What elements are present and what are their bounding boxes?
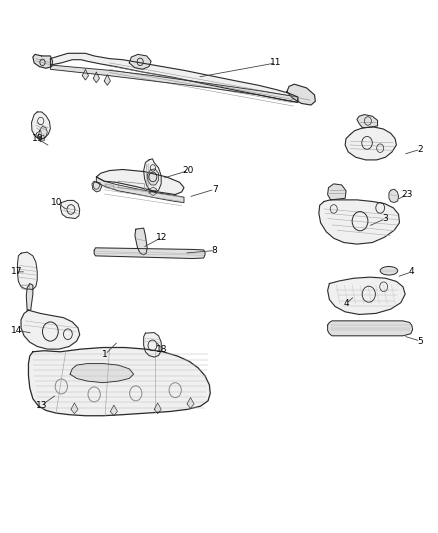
Text: 12: 12 bbox=[156, 233, 168, 241]
Text: 11: 11 bbox=[270, 59, 282, 67]
Text: 19: 19 bbox=[32, 134, 43, 143]
Polygon shape bbox=[328, 277, 405, 314]
Polygon shape bbox=[50, 53, 298, 102]
Polygon shape bbox=[104, 75, 110, 85]
Polygon shape bbox=[28, 348, 210, 416]
Polygon shape bbox=[345, 127, 396, 160]
Text: 1: 1 bbox=[102, 350, 108, 359]
Text: 7: 7 bbox=[212, 185, 218, 193]
Text: 23: 23 bbox=[402, 190, 413, 199]
Text: 8: 8 bbox=[212, 246, 218, 255]
Text: 18: 18 bbox=[156, 345, 168, 353]
Polygon shape bbox=[319, 200, 399, 244]
Polygon shape bbox=[135, 228, 147, 255]
Text: 13: 13 bbox=[36, 401, 47, 409]
Polygon shape bbox=[26, 284, 33, 310]
Polygon shape bbox=[39, 135, 45, 142]
Polygon shape bbox=[82, 69, 88, 80]
Polygon shape bbox=[39, 126, 47, 139]
Text: 4: 4 bbox=[409, 268, 414, 276]
Polygon shape bbox=[129, 54, 151, 69]
Text: 17: 17 bbox=[11, 268, 22, 276]
Polygon shape bbox=[93, 72, 99, 83]
Text: 3: 3 bbox=[382, 214, 389, 223]
Polygon shape bbox=[21, 310, 80, 349]
Polygon shape bbox=[70, 364, 134, 383]
Polygon shape bbox=[147, 169, 159, 185]
Polygon shape bbox=[154, 403, 161, 414]
Polygon shape bbox=[32, 112, 50, 140]
Polygon shape bbox=[18, 252, 37, 289]
Polygon shape bbox=[144, 333, 161, 357]
Polygon shape bbox=[94, 248, 205, 259]
Polygon shape bbox=[187, 398, 194, 408]
Polygon shape bbox=[287, 84, 315, 105]
Text: 2: 2 bbox=[418, 145, 423, 154]
Polygon shape bbox=[92, 181, 102, 192]
Text: 10: 10 bbox=[51, 198, 63, 207]
Polygon shape bbox=[60, 200, 80, 219]
Polygon shape bbox=[110, 405, 117, 416]
Text: 14: 14 bbox=[11, 326, 22, 335]
Polygon shape bbox=[357, 115, 378, 128]
Polygon shape bbox=[50, 65, 298, 102]
Polygon shape bbox=[149, 187, 157, 192]
Polygon shape bbox=[71, 403, 78, 414]
Polygon shape bbox=[96, 169, 184, 195]
Polygon shape bbox=[144, 159, 161, 192]
Ellipse shape bbox=[380, 266, 398, 275]
Polygon shape bbox=[328, 184, 346, 200]
Polygon shape bbox=[96, 177, 184, 203]
Text: 4: 4 bbox=[343, 300, 349, 308]
Polygon shape bbox=[33, 54, 53, 68]
Polygon shape bbox=[36, 131, 42, 138]
Text: 20: 20 bbox=[183, 166, 194, 175]
Polygon shape bbox=[389, 189, 399, 203]
Polygon shape bbox=[149, 191, 157, 196]
Polygon shape bbox=[328, 321, 413, 336]
Text: 5: 5 bbox=[417, 337, 424, 345]
